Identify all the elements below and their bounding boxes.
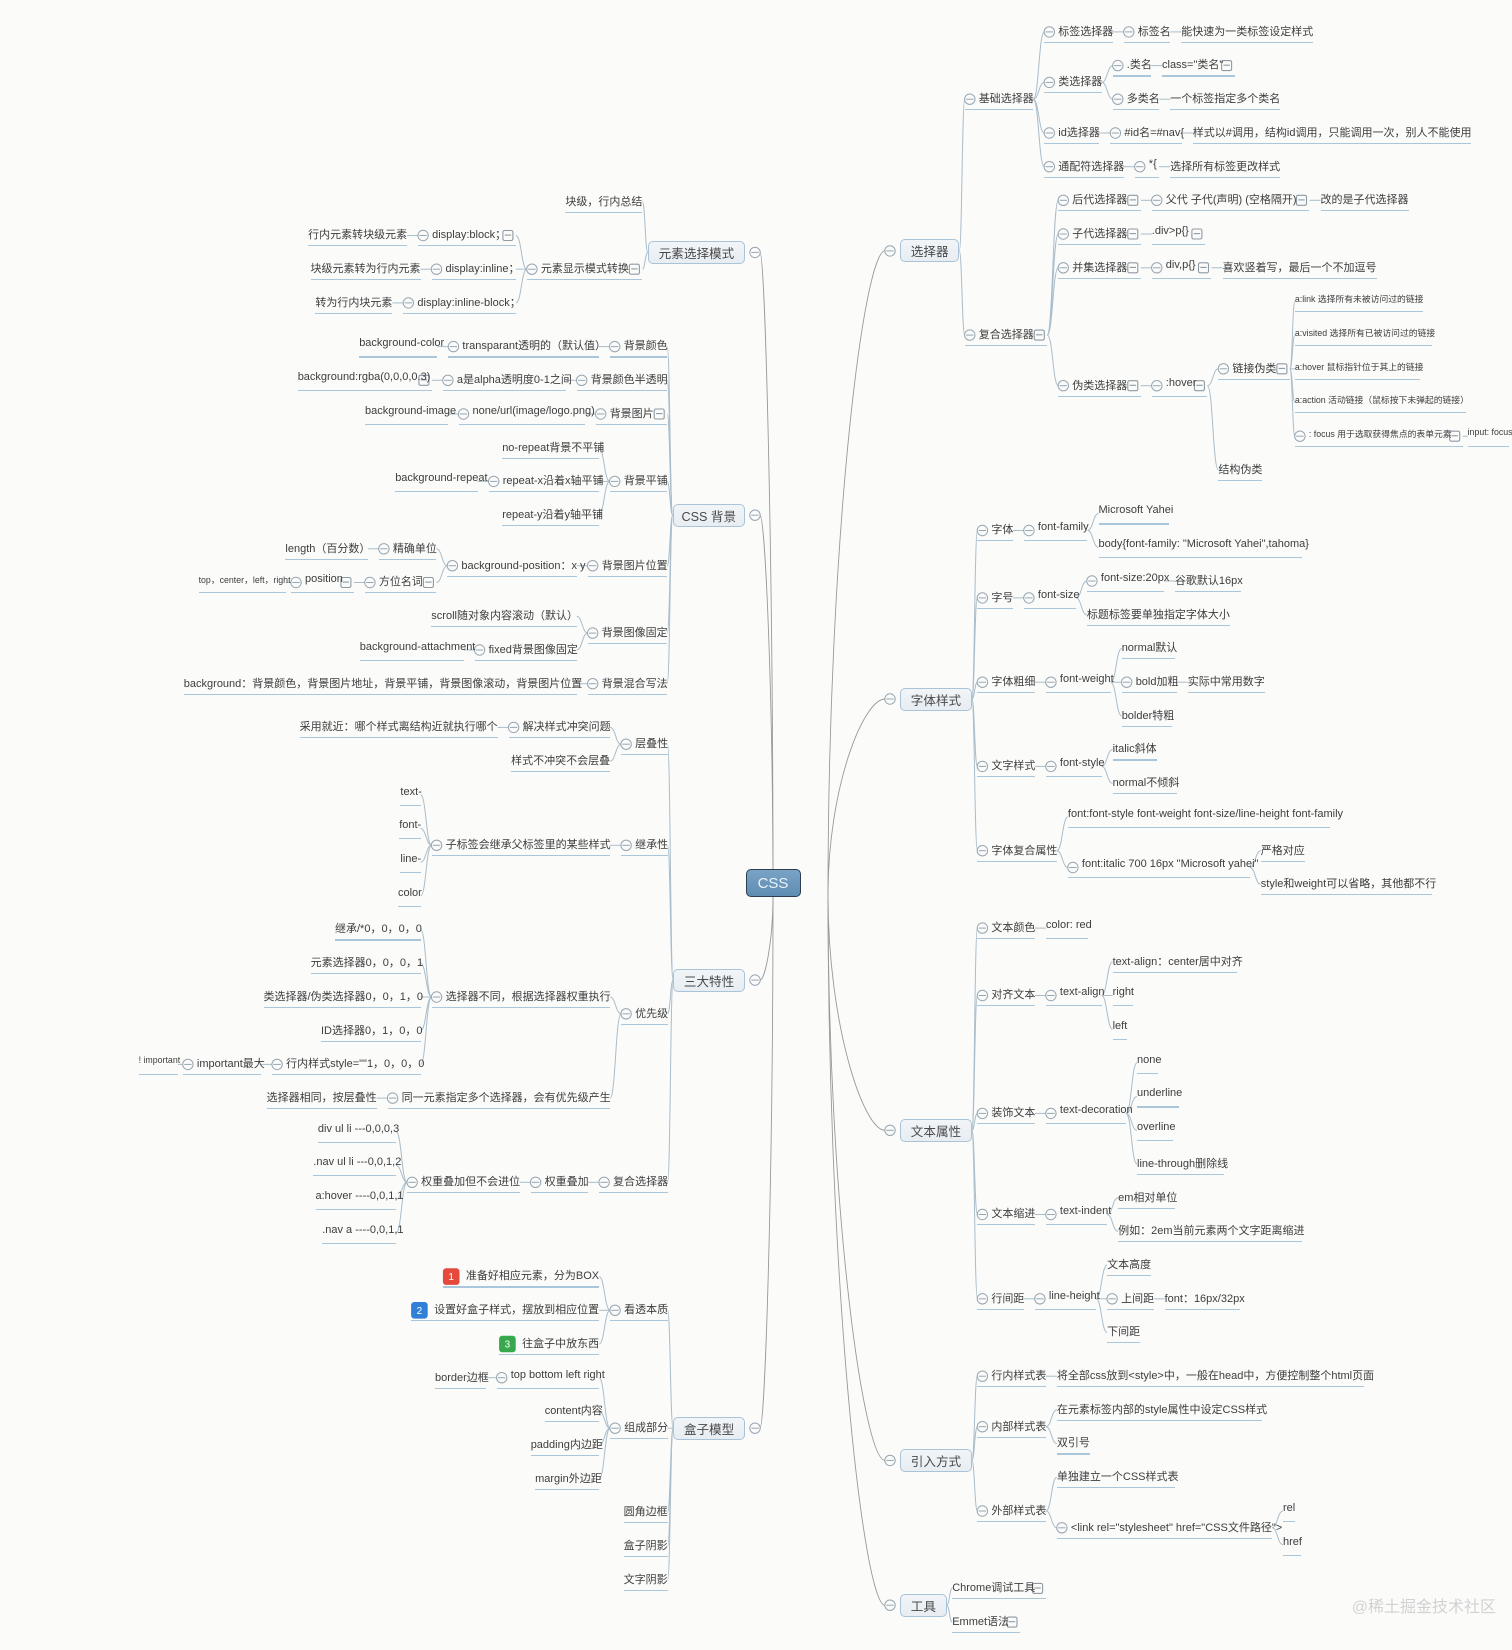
svg-text:2: 2	[417, 1306, 423, 1317]
svg-text:1: 1	[448, 1272, 454, 1283]
svg-text:3: 3	[505, 1340, 511, 1351]
